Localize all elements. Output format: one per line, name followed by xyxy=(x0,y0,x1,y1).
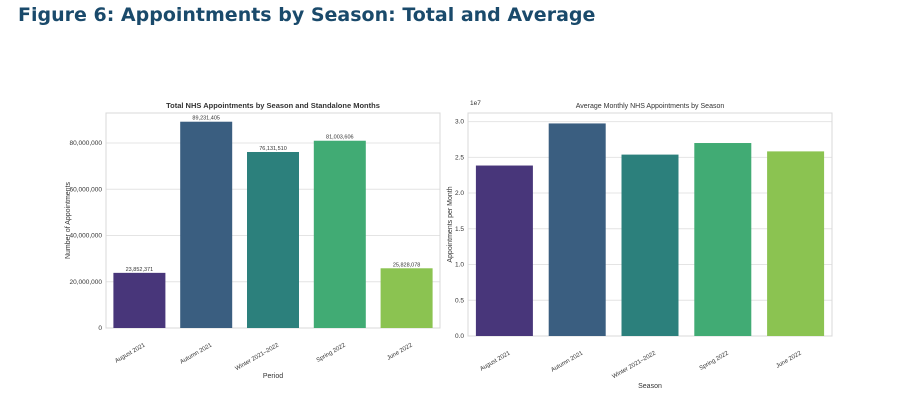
bar xyxy=(313,140,366,328)
figure-title: Figure 6: Appointments by Season: Total … xyxy=(18,4,596,26)
y-tick-label: 0 xyxy=(98,325,102,332)
x-tick-label: Spring 2022 xyxy=(316,342,348,364)
bar-data-label: 25,828,078 xyxy=(393,262,421,268)
y-tick-label: 1.0 xyxy=(455,262,464,269)
x-tick-label: Winter 2021–2022 xyxy=(235,342,281,372)
bar xyxy=(380,268,433,328)
x-tick-label: August 2021 xyxy=(114,342,147,364)
bar xyxy=(621,154,679,336)
chart-title: Average Monthly NHS Appointments by Seas… xyxy=(576,103,725,110)
x-axis-label: Period xyxy=(263,373,283,380)
y-tick-label: 0.0 xyxy=(455,333,464,340)
y-tick-label: 20,000,000 xyxy=(69,279,102,286)
y-tick-label: 2.0 xyxy=(455,190,464,197)
x-tick-label: Winter 2021–2022 xyxy=(612,350,658,380)
bar xyxy=(694,143,752,336)
y-tick-label: 2.5 xyxy=(455,154,464,161)
bar xyxy=(548,123,606,336)
y-tick-label: 80,000,000 xyxy=(69,140,102,147)
y-tick-label: 0.5 xyxy=(455,297,464,304)
y-axis-label: Appointments per Month xyxy=(447,186,454,262)
bar xyxy=(113,272,166,328)
y-axis-label: Number of Appointments xyxy=(65,181,72,259)
x-axis-label: Season xyxy=(638,383,662,390)
x-tick-label: June 2022 xyxy=(775,350,803,370)
y-tick-label: 1.5 xyxy=(455,226,464,233)
x-tick-label: Autumn 2021 xyxy=(550,350,584,373)
bar xyxy=(180,121,233,328)
chart-title: Total NHS Appointments by Season and Sta… xyxy=(166,101,380,110)
x-tick-label: June 2022 xyxy=(386,342,414,362)
bar-data-label: 23,852,371 xyxy=(126,267,154,273)
y-tick-label: 3.0 xyxy=(455,119,464,126)
x-tick-label: August 2021 xyxy=(479,350,512,372)
bar xyxy=(767,151,825,336)
y-tick-label: 60,000,000 xyxy=(69,186,102,193)
bar-data-label: 81,003,606 xyxy=(326,135,354,141)
y-tick-label: 40,000,000 xyxy=(69,233,102,240)
bar-data-label: 89,231,405 xyxy=(192,116,220,122)
bar xyxy=(475,165,533,336)
axis-offset-label: 1e7 xyxy=(470,100,481,107)
x-tick-label: Spring 2022 xyxy=(699,350,731,372)
bar-data-label: 76,131,510 xyxy=(259,146,287,152)
x-tick-label: Autumn 2021 xyxy=(179,342,213,365)
bar xyxy=(247,151,299,328)
